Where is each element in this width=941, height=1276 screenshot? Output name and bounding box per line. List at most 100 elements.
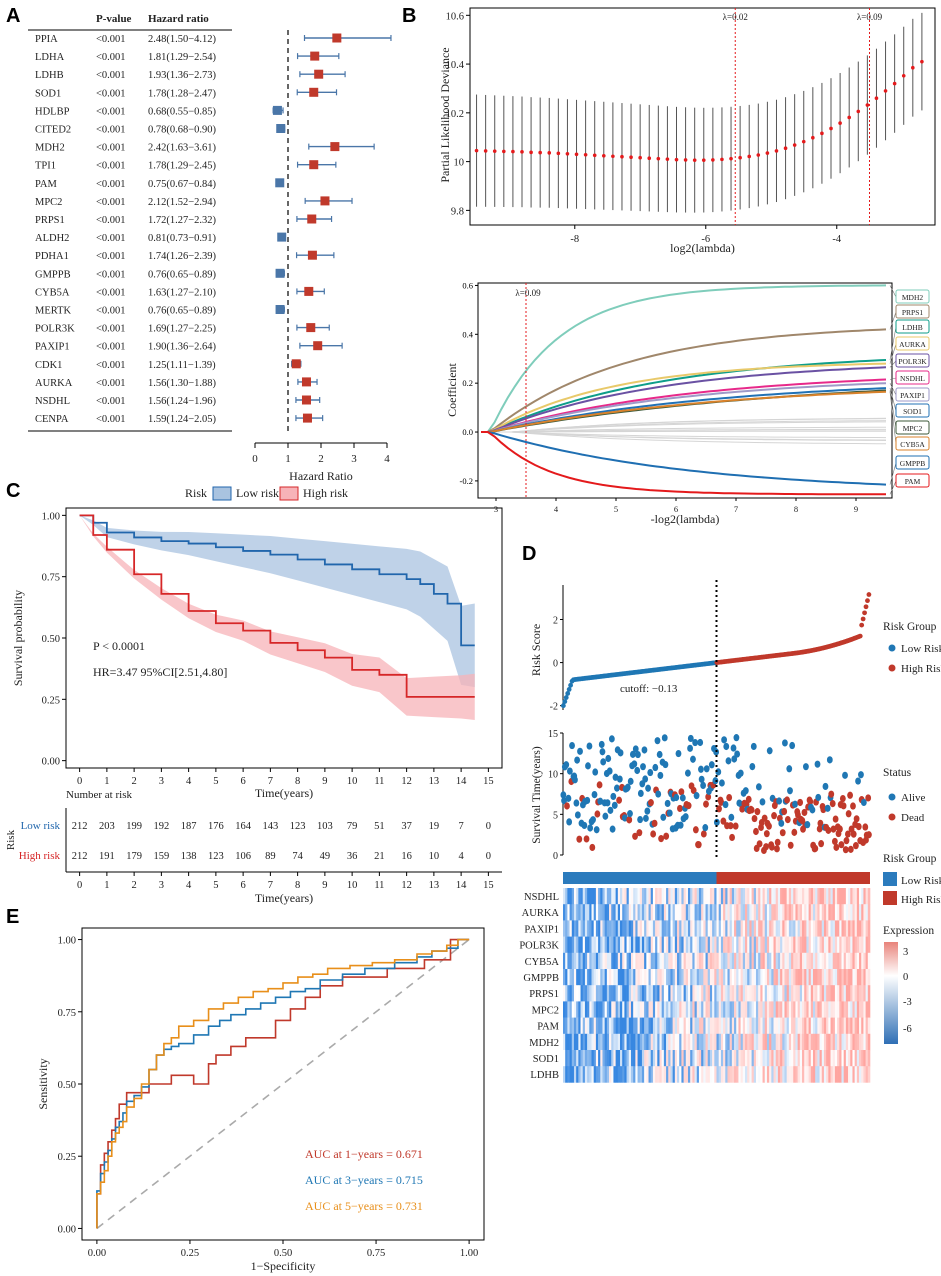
survival-point <box>702 824 709 832</box>
heatmap-cell <box>646 1001 649 1018</box>
heatmap-cell <box>582 985 586 1002</box>
heatmap-cell <box>606 888 610 905</box>
heatmap-cell <box>650 985 654 1002</box>
heatmap-cell <box>663 1001 667 1018</box>
heatmap-cell <box>617 1001 621 1018</box>
roc-curve-1yr <box>96 938 470 1229</box>
heatmap-cell <box>841 1001 844 1018</box>
series-label: GMPPB <box>900 459 925 468</box>
heatmap-cell <box>679 952 682 970</box>
heatmap-cell <box>745 952 748 970</box>
time-y-tick-label: 5 <box>553 810 558 821</box>
panel-label-c: C <box>6 480 20 502</box>
label-box <box>895 420 930 435</box>
heatmap-cell <box>740 952 744 970</box>
heatmap-cell <box>769 952 772 970</box>
heatmap-cell <box>571 969 575 986</box>
survival-point <box>583 835 590 843</box>
label-leader <box>889 390 897 429</box>
heatmap-cell <box>758 952 761 970</box>
heatmap-cell <box>852 936 855 954</box>
heatmap-cell <box>646 1017 649 1035</box>
heatmap-cell <box>773 936 777 954</box>
heatmap-cell <box>758 920 761 937</box>
heatmap-cell <box>611 1033 614 1051</box>
heatmap-cell <box>615 1033 619 1051</box>
heatmap-cell <box>701 985 704 1002</box>
heatmap-cell <box>600 920 603 937</box>
heatmap-gene-label: AURKA <box>522 908 560 919</box>
heatmap-cell <box>611 1066 614 1083</box>
heatmap-cell <box>709 888 713 905</box>
heatmap-cell <box>834 1033 838 1051</box>
heatmap-cell <box>786 888 790 905</box>
heatmap-cell <box>788 1001 792 1018</box>
deviance-point <box>892 81 897 86</box>
heatmap-cell <box>615 985 619 1002</box>
heat-legend-high-swatch <box>883 891 897 905</box>
heatmap-cell <box>644 1050 647 1067</box>
expression-tick-label: 0 <box>903 972 908 983</box>
heatmap-cell <box>635 1033 638 1051</box>
label-leader <box>889 360 897 368</box>
heatmap-cell <box>589 1050 592 1067</box>
heatmap-cell <box>808 985 812 1002</box>
heatmap-cell <box>657 920 660 937</box>
survival-point <box>718 798 725 806</box>
heatmap-cell <box>677 1066 680 1083</box>
heatmap-cell <box>659 952 662 970</box>
heatmap-cell <box>677 1001 680 1018</box>
heatmap-cell <box>854 1066 858 1083</box>
heatmap-cell <box>571 985 575 1002</box>
heatmap-cell <box>670 904 673 921</box>
heatmap-cell <box>563 1050 566 1067</box>
heatmap-cell <box>609 888 612 905</box>
time-y-tick-label: 10 <box>548 770 558 781</box>
heatmap-cell <box>720 1017 724 1035</box>
heatmap-cell <box>725 888 728 905</box>
heatmap-cell <box>593 952 597 970</box>
heatmap-cell <box>797 985 801 1002</box>
heatmap-cell <box>863 969 866 986</box>
heatmap-cell <box>819 920 823 937</box>
survival-point <box>763 843 769 851</box>
heatmap-cell <box>641 952 645 970</box>
heatmap-cell <box>707 969 711 986</box>
heatmap-cell <box>637 1066 641 1083</box>
heatmap-cell <box>804 920 807 937</box>
legend-low-label: Low Risk <box>901 643 941 655</box>
heatmap-cell <box>815 904 818 921</box>
heatmap-cell <box>755 1001 759 1018</box>
heatmap-cell <box>692 888 695 905</box>
heatmap-cell <box>766 1050 770 1067</box>
heatmap-cell <box>703 936 706 954</box>
risk-count: 123 <box>290 821 306 832</box>
risk-x-tick-label: 12 <box>401 880 412 891</box>
heatmap-cell <box>771 952 774 970</box>
heatmap-cell <box>613 969 616 986</box>
heatmap-cell <box>834 985 838 1002</box>
heatmap-cell <box>620 1001 623 1018</box>
heatmap-cell <box>573 969 577 986</box>
heatmap-cell <box>668 1033 671 1051</box>
survival-point <box>705 793 712 801</box>
heatmap-cell <box>736 1017 739 1035</box>
deviance-point <box>729 156 733 161</box>
heatmap-cell <box>839 1033 842 1051</box>
heatmap-cell <box>580 936 584 954</box>
heatmap-cell <box>843 904 847 921</box>
heatmap-cell <box>589 1033 592 1051</box>
heatmap-cell <box>782 969 785 986</box>
heatmap-cell <box>615 936 619 954</box>
label-leader <box>889 343 897 364</box>
risk-row-label: Low risk <box>21 820 61 832</box>
heatmap-cell <box>639 969 643 986</box>
heatmap-cell <box>749 985 752 1002</box>
gene-label: CYB5A <box>35 287 70 298</box>
heatmap-cell <box>854 985 858 1002</box>
heatmap-cell <box>582 1066 586 1083</box>
heatmap-cell <box>683 1033 687 1051</box>
pvalue-cell: <0.001 <box>96 251 126 262</box>
heatmap-cell <box>611 1050 614 1067</box>
heatmap-cell <box>736 920 739 937</box>
